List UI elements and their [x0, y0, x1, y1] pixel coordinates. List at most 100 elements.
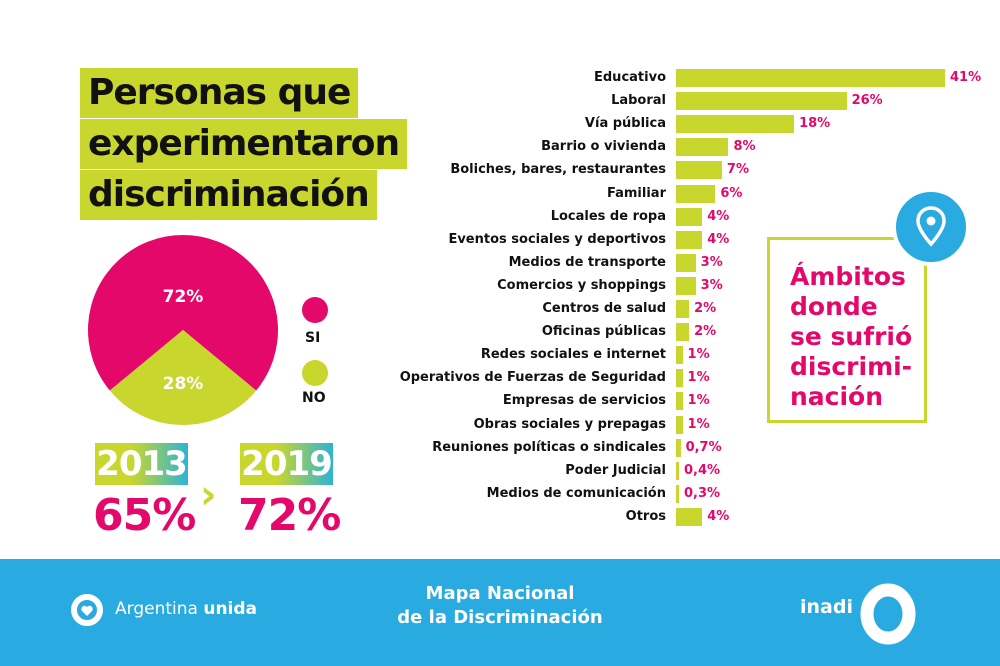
bar-row: Medios de transporte 3%	[300, 253, 1000, 273]
bar-category-label: Redes sociales e internet	[480, 347, 666, 363]
bar-category-label: Operativos de Fuerzas de Seguridad	[399, 370, 666, 386]
bar-value-label: 0,3%	[684, 485, 721, 501]
bar	[676, 369, 683, 388]
bar-value-label: 0,7%	[685, 439, 722, 455]
bar-category-label: Medios de comunicación	[486, 485, 666, 501]
value-2013: 65%	[93, 490, 196, 541]
pie-label-no: 28%	[163, 374, 204, 394]
bar-category-label: Vía pública	[584, 116, 666, 132]
bar-value-label: 2%	[694, 301, 717, 316]
value-2019: 72%	[238, 490, 341, 541]
bar	[676, 415, 683, 434]
bar	[676, 300, 690, 318]
pie-slice-no	[109, 330, 257, 425]
footer-title: Mapa Nacional de la Discriminación	[397, 583, 603, 628]
bar-category-label: Locales de ropa	[550, 208, 666, 224]
bar-category-label: Centros de salud	[542, 301, 666, 316]
bar-category-label: Boliches, bares, restaurantes	[450, 162, 666, 178]
bar	[676, 184, 716, 203]
bar-value-label: 2%	[694, 324, 717, 340]
bar-value-label: 3%	[700, 254, 723, 270]
bar-row: Reuniones políticas o sindicales 0,7%	[300, 438, 1000, 458]
bar-value-label: 0,4%	[684, 462, 721, 478]
bar-value-label: 1%	[687, 416, 710, 432]
bar	[676, 69, 945, 87]
bar-row: Obras sociales y prepagas 1%	[300, 415, 1000, 435]
bar-value-label: 4%	[707, 508, 730, 524]
bar	[676, 230, 703, 249]
bar	[676, 392, 683, 411]
legend-si-swatch	[302, 297, 328, 323]
ambitos-box: Ámbitos donde se sufrió discrimi- nación	[767, 237, 927, 423]
bar-category-label: Oficinas públicas	[541, 324, 666, 340]
argentina-unida-logo: Argentina unida	[115, 599, 258, 619]
location-pin-icon	[892, 188, 970, 266]
bar-row: Empresas de servicios 1%	[300, 391, 1000, 411]
bar-value-label: 3%	[700, 277, 723, 293]
bar	[676, 161, 722, 180]
bar-row: Operativos de Fuerzas de Seguridad 1%	[300, 368, 1000, 388]
bar-value-label: 6%	[720, 185, 743, 201]
bar-row: Educativo 41%	[300, 68, 1000, 88]
footer: Argentina unida Mapa Nacional de la Discr…	[0, 559, 1000, 666]
inadi-logo-icon	[860, 583, 916, 645]
bar-row: Centros de salud 2%	[300, 299, 1000, 319]
legend-no-label: NO	[302, 390, 326, 406]
bar-value-label: 4%	[707, 208, 730, 224]
bar-value-label: 41%	[950, 70, 982, 85]
bar-value-label: 1%	[687, 347, 710, 363]
bar	[676, 507, 703, 526]
heart-logo-icon	[71, 594, 103, 626]
bar-category-label: Educativo	[594, 70, 666, 85]
bar-category-label: Obras sociales y prepagas	[473, 416, 666, 432]
pie-slice-si	[88, 235, 278, 391]
bar	[676, 253, 696, 272]
chevron-right-icon: ›	[200, 472, 217, 518]
bar-row: Familiar 6%	[300, 184, 1000, 204]
legend-no-swatch	[302, 360, 328, 386]
pie-label-si: 72%	[163, 287, 204, 307]
bar	[676, 438, 681, 457]
year-2019: 2019	[240, 443, 333, 485]
bar-row: Eventos sociales y deportivos 4%	[300, 230, 1000, 250]
bar-category-label: Reuniones políticas o sindicales	[432, 439, 666, 455]
bar-row: Poder Judicial 0,4%	[300, 461, 1000, 481]
bar-value-label: 18%	[799, 116, 831, 132]
bar-value-label: 1%	[687, 370, 710, 386]
bar-category-label: Barrio o vivienda	[541, 139, 666, 155]
bar	[676, 323, 690, 342]
bar-row: Medios de comunicación 0,3%	[300, 484, 1000, 504]
bar-value-label: 8%	[733, 139, 756, 155]
bar-row: Vía pública 18%	[300, 114, 1000, 134]
bar-row: Laboral 26%	[300, 91, 1000, 111]
bar-category-label: Medios de transporte	[508, 254, 666, 270]
bar	[676, 138, 729, 157]
legend-si-label: SI	[305, 330, 321, 346]
bar-row: Barrio o vivienda 8%	[300, 137, 1000, 157]
bar	[676, 115, 795, 134]
bar	[676, 461, 679, 480]
bar-value-label: 26%	[851, 93, 883, 109]
bar-value-label: 7%	[726, 162, 749, 178]
bar-category-label: Familiar	[607, 185, 666, 201]
bar	[676, 276, 696, 295]
bar-category-label: Laboral	[611, 93, 666, 109]
pie-chart: 72% 28%	[88, 235, 278, 425]
bar-row: Oficinas públicas 2%	[300, 322, 1000, 342]
year-2013: 2013	[95, 443, 188, 485]
bar-row: Redes sociales e internet 1%	[300, 345, 1000, 365]
inadi-logo-text: inadi	[800, 596, 853, 618]
bar	[676, 207, 703, 226]
bar-category-label: Comercios y shoppings	[497, 277, 666, 293]
bar-row: Boliches, bares, restaurantes 7%	[300, 160, 1000, 180]
page-title: Personas que experimentaron discriminaci…	[80, 68, 408, 221]
bar-category-label: Otros	[625, 508, 666, 524]
bar	[676, 346, 683, 365]
bar-category-label: Eventos sociales y deportivos	[448, 231, 666, 247]
bar-row: Comercios y shoppings 3%	[300, 276, 1000, 296]
bar-category-label: Empresas de servicios	[502, 393, 666, 409]
bar-row: Otros 4%	[300, 507, 1000, 527]
bar	[676, 92, 847, 111]
bar-value-label: 4%	[707, 231, 730, 247]
bar-row: Locales de ropa 4%	[300, 207, 1000, 227]
